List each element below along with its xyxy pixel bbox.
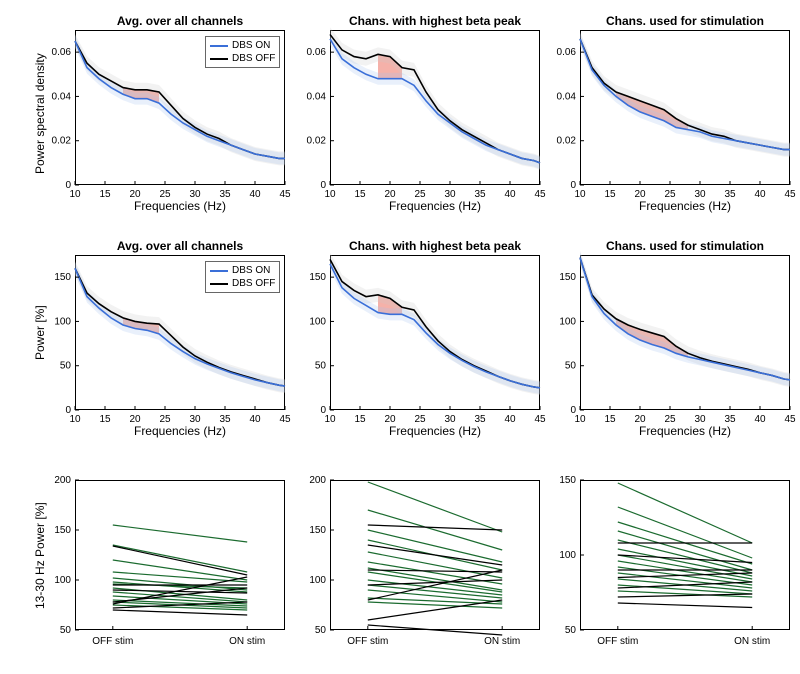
svg-text:0: 0	[570, 180, 576, 191]
svg-text:0.02: 0.02	[307, 136, 327, 147]
svg-text:50: 50	[60, 361, 72, 372]
xlabel-row2-1: Frequencies (Hz)	[330, 424, 540, 438]
legend-item: DBS ON	[210, 39, 275, 52]
xlabel-row1-1: Frequencies (Hz)	[330, 199, 540, 213]
figure-root: 101520253035404500.020.040.06 Avg. over a…	[0, 0, 800, 674]
xlabel-row1-2: Frequencies (Hz)	[580, 199, 790, 213]
panel-title-row2-1: Chans. with highest beta peak	[330, 239, 540, 253]
svg-text:150: 150	[54, 525, 71, 536]
panel-row2-2: 1015202530354045050100150	[580, 255, 790, 410]
svg-text:100: 100	[309, 316, 326, 327]
panel-title-row1-1: Chans. with highest beta peak	[330, 14, 540, 28]
svg-text:0.06: 0.06	[307, 47, 327, 58]
legend-label: DBS ON	[232, 264, 270, 277]
legend-swatch	[210, 270, 228, 272]
panel-title-row1-0: Avg. over all channels	[75, 14, 285, 28]
svg-text:0: 0	[65, 405, 71, 416]
legend-label: DBS ON	[232, 39, 270, 52]
svg-text:OFF stim: OFF stim	[597, 636, 638, 647]
svg-text:0: 0	[65, 180, 71, 191]
svg-text:150: 150	[54, 272, 71, 283]
svg-text:50: 50	[315, 361, 327, 372]
svg-text:100: 100	[54, 575, 71, 586]
svg-text:0.06: 0.06	[52, 47, 72, 58]
legend-swatch	[210, 45, 228, 47]
svg-text:50: 50	[565, 361, 577, 372]
panel-row1-1: 101520253035404500.020.040.06	[330, 30, 540, 185]
svg-text:OFF stim: OFF stim	[92, 636, 133, 647]
svg-text:0.04: 0.04	[557, 91, 577, 102]
svg-text:200: 200	[309, 475, 326, 486]
svg-text:OFF stim: OFF stim	[347, 636, 388, 647]
svg-text:0: 0	[320, 180, 326, 191]
panel-row2-1: 1015202530354045050100150	[330, 255, 540, 410]
svg-text:50: 50	[60, 625, 72, 636]
panel-row3-0: 50100150200OFF stimON stim	[75, 480, 285, 630]
ylabel-row3: 13-30 Hz Power [%]	[33, 502, 47, 609]
ylabel-row1: Power spectral density	[33, 53, 47, 174]
svg-text:200: 200	[54, 475, 71, 486]
svg-text:150: 150	[309, 272, 326, 283]
panel-title-row2-2: Chans. used for stimulation	[580, 239, 790, 253]
legend-label: DBS OFF	[232, 52, 275, 65]
xlabel-row2-2: Frequencies (Hz)	[580, 424, 790, 438]
legend-item: DBS OFF	[210, 52, 275, 65]
panel-row3-2: 50100150OFF stimON stim	[580, 480, 790, 630]
svg-text:100: 100	[559, 316, 576, 327]
svg-text:0: 0	[320, 405, 326, 416]
svg-text:100: 100	[559, 550, 576, 561]
legend-item: DBS OFF	[210, 277, 275, 290]
svg-text:0.06: 0.06	[557, 47, 577, 58]
svg-text:0.02: 0.02	[52, 136, 72, 147]
ylabel-row2: Power [%]	[33, 305, 47, 360]
legend-item: DBS ON	[210, 264, 275, 277]
svg-text:ON stim: ON stim	[229, 636, 265, 647]
panel-title-row2-0: Avg. over all channels	[75, 239, 285, 253]
svg-text:0.04: 0.04	[52, 91, 72, 102]
legend-row2: DBS ONDBS OFF	[205, 261, 280, 293]
panel-row1-2: 101520253035404500.020.040.06	[580, 30, 790, 185]
panel-row3-1: 50100150200OFF stimON stim	[330, 480, 540, 630]
legend-swatch	[210, 58, 228, 60]
panel-title-row1-2: Chans. used for stimulation	[580, 14, 790, 28]
svg-text:0.02: 0.02	[557, 136, 577, 147]
svg-text:ON stim: ON stim	[734, 636, 770, 647]
svg-text:150: 150	[559, 475, 576, 486]
svg-text:ON stim: ON stim	[484, 636, 520, 647]
svg-text:150: 150	[309, 525, 326, 536]
svg-text:100: 100	[54, 316, 71, 327]
legend-label: DBS OFF	[232, 277, 275, 290]
svg-text:150: 150	[559, 272, 576, 283]
xlabel-row1-0: Frequencies (Hz)	[75, 199, 285, 213]
legend-row1: DBS ONDBS OFF	[205, 36, 280, 68]
legend-swatch	[210, 283, 228, 285]
svg-text:0.04: 0.04	[307, 91, 327, 102]
svg-text:0: 0	[570, 405, 576, 416]
svg-text:50: 50	[315, 625, 327, 636]
svg-text:100: 100	[309, 575, 326, 586]
svg-text:50: 50	[565, 625, 577, 636]
xlabel-row2-0: Frequencies (Hz)	[75, 424, 285, 438]
